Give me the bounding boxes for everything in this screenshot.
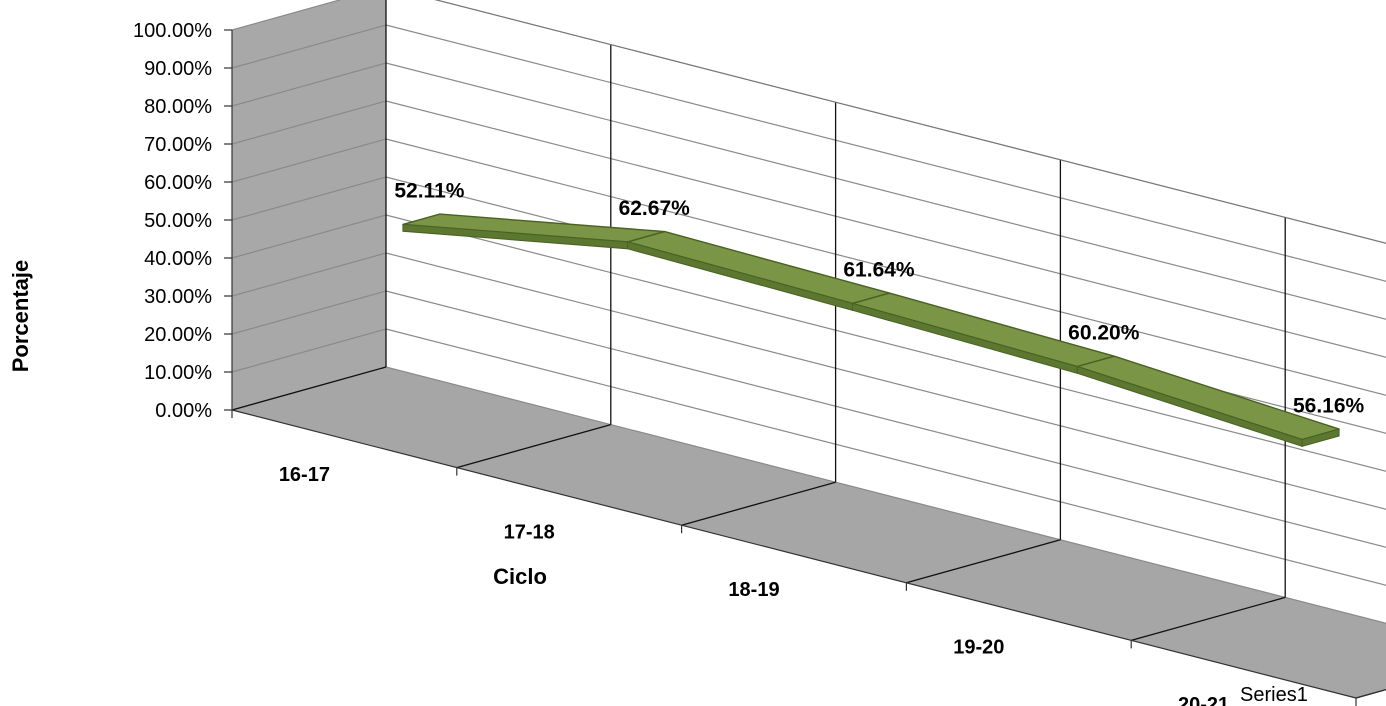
data-label: 56.16% [1293,394,1365,417]
x-tick-label: 20-21 [1178,694,1229,706]
data-labels: 52.11% 62.67% 61.64% 60.20% 56.16% [394,179,1364,417]
chart-walls [232,0,1386,698]
y-axis-ticks: 0.00% 10.00% 20.00% 30.00% 40.00% 50.00% 60.00… [133,20,232,422]
x-tick-label: 18-19 [728,579,779,601]
y-axis-title: Porcentaje [8,260,33,373]
y-tick-label: 100.00% [133,20,212,42]
x-tick-label: 19-20 [953,637,1004,659]
gridlines [231,0,1386,706]
floor-divider [231,366,387,411]
y-tick-label: 50.00% [144,210,212,232]
y-tick-label: 10.00% [144,362,212,384]
y-tick-label: 20.00% [144,324,212,346]
data-label: 61.64% [843,258,915,281]
floor-divider [906,539,1061,584]
x-axis-ticks: 16-17 17-18 18-19 19-20 20-21 [279,464,1229,706]
x-axis-line [231,409,1357,699]
series-axis-label: Series1 [1240,684,1308,706]
floor-divider [681,481,836,526]
floor-divider [1131,596,1286,642]
y-tick-label: 60.00% [144,172,212,194]
ribbon-end [1301,428,1340,447]
floor-divider [456,423,611,469]
data-label: 60.20% [1068,321,1140,344]
side-wall [232,0,386,410]
x-tick-label: 17-18 [504,521,555,543]
data-label: 62.67% [619,197,691,220]
y-tick-label: 0.00% [155,400,212,422]
x-tick-label: 16-17 [279,464,330,486]
y-tick-label: 30.00% [144,286,212,308]
data-label: 52.11% [394,179,464,202]
y-tick-label: 40.00% [144,248,212,270]
y-tick-label: 90.00% [144,58,212,80]
x-axis-title: Ciclo [493,564,547,589]
series-axis-line [1355,689,1386,699]
wall-top-edge [434,0,1386,244]
y-tick-label: 80.00% [144,96,212,118]
series-ribbon [402,213,1340,447]
y-tick-label: 70.00% [144,134,212,156]
